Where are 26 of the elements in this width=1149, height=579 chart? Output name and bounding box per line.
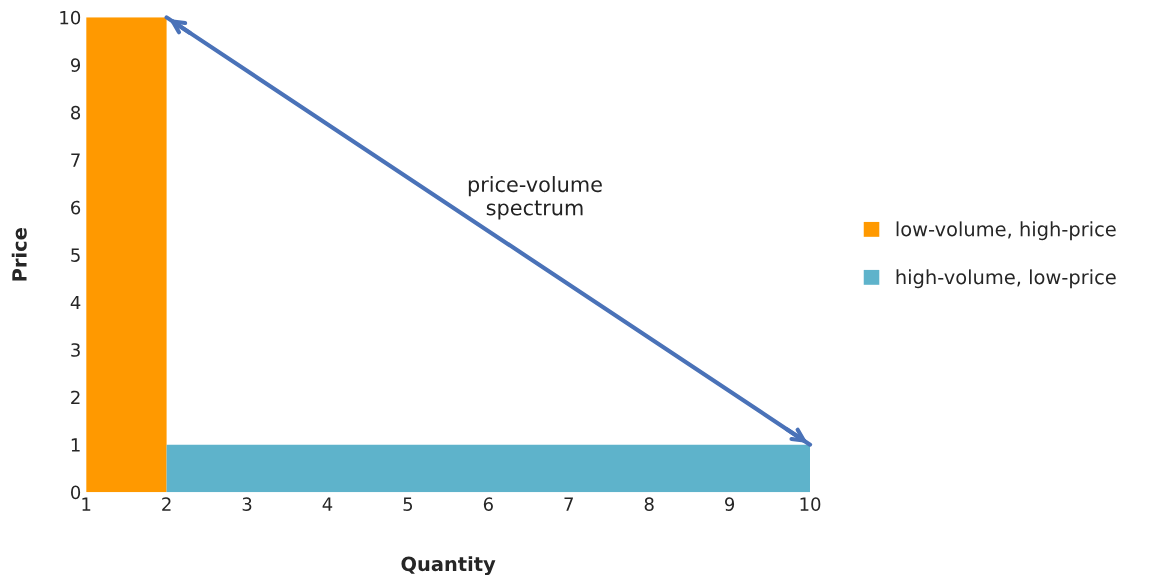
x-axis-title: Quantity (401, 556, 496, 576)
y-tick-label: 7 (71, 153, 80, 167)
x-tick-label: 2 (162, 497, 171, 511)
x-tick-label: 7 (564, 497, 573, 511)
y-tick-label: 8 (71, 105, 81, 120)
y-tick-label: 1 (71, 438, 80, 452)
x-tick-label: 4 (322, 497, 333, 511)
y-tick-label: 10 (60, 10, 81, 25)
legend-label: low-volume, high-price (896, 221, 1116, 241)
y-tick-label: 2 (71, 390, 80, 405)
x-tick-label: 8 (644, 497, 654, 511)
y-tick-label: 0 (71, 485, 81, 500)
annotation: price-volume spectrum (468, 176, 602, 220)
y-tick-label: 3 (71, 343, 80, 357)
x-tick-label: 6 (483, 497, 493, 511)
x-tick-label: 9 (725, 497, 735, 511)
x-tick-label: 1 (82, 497, 91, 511)
legend-label: high-volume, low-price (896, 269, 1116, 289)
x-tick-label: 3 (242, 497, 252, 511)
x-tick-label: 10 (800, 497, 821, 511)
y-tick-label: 6 (71, 200, 81, 215)
y-axis-title: Price (11, 228, 27, 281)
y-tick-label: 9 (70, 58, 81, 72)
x-tick-label: 5 (403, 497, 413, 511)
y-tick-label: 5 (71, 248, 80, 262)
y-tick-label: 4 (70, 295, 81, 310)
